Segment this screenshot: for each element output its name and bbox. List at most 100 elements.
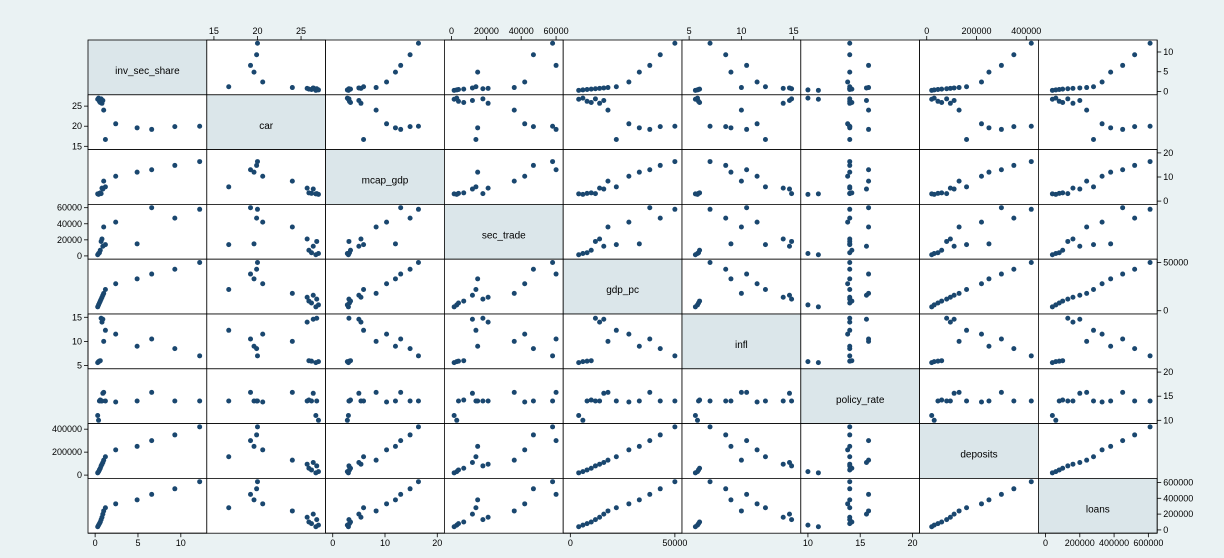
data-point (373, 85, 379, 91)
data-point (1147, 424, 1153, 430)
data-point (723, 124, 729, 130)
data-point (647, 389, 653, 395)
data-point (475, 497, 481, 503)
data-point (815, 470, 821, 476)
data-point (172, 486, 178, 492)
data-point (964, 84, 970, 90)
data-point (407, 346, 413, 352)
data-point (786, 390, 792, 396)
data-point (113, 501, 119, 507)
y-tick-label: 15 (1163, 391, 1173, 401)
data-point (197, 398, 203, 404)
data-point (605, 107, 611, 113)
data-point (939, 358, 945, 364)
data-point (485, 185, 491, 191)
data-point (480, 463, 486, 469)
data-point (986, 276, 992, 282)
data-point (348, 358, 354, 364)
data-point (485, 100, 491, 106)
data-point (455, 467, 461, 473)
data-point (986, 125, 992, 131)
data-point (697, 298, 703, 304)
data-point (356, 97, 362, 103)
data-point (553, 491, 559, 497)
scatter-panel (443, 39, 564, 96)
x-tick-label: 60000 (544, 26, 569, 36)
data-point (947, 294, 953, 300)
scatter-panel (87, 313, 208, 370)
y-tick-label: 20 (72, 121, 82, 131)
data-point (866, 85, 872, 91)
data-point (657, 52, 663, 58)
data-point (407, 398, 413, 404)
data-point (226, 398, 232, 404)
data-point (1011, 162, 1017, 168)
data-point (254, 40, 260, 46)
data-point (951, 292, 957, 298)
data-point (866, 178, 872, 184)
scatter-panel (562, 368, 683, 424)
data-point (511, 508, 517, 514)
data-point (847, 206, 853, 212)
data-point (197, 479, 203, 485)
data-point (944, 398, 950, 404)
data-point (939, 247, 945, 253)
data-point (1011, 215, 1017, 221)
data-point (738, 290, 744, 296)
data-point (815, 252, 821, 258)
data-point (944, 296, 950, 302)
data-point (1147, 206, 1153, 212)
variable-label-infl: infl (735, 340, 748, 351)
data-point (356, 85, 362, 91)
data-point (762, 454, 768, 460)
data-point (986, 343, 992, 349)
data-point (935, 250, 941, 256)
data-point (254, 432, 260, 438)
data-point (597, 185, 603, 191)
data-point (511, 389, 517, 395)
data-point (939, 397, 945, 403)
data-point (939, 86, 945, 92)
scatter-panel (919, 258, 1039, 315)
data-point (1108, 398, 1114, 404)
scatter-panel (800, 94, 920, 151)
data-point (1099, 447, 1105, 453)
data-point (931, 191, 937, 197)
data-point (707, 398, 713, 404)
data-point (455, 87, 461, 93)
data-point (226, 327, 232, 333)
data-point (707, 206, 713, 212)
data-point (847, 162, 853, 168)
y-tick-label: 0 (77, 251, 82, 261)
variable-label-deposits: deposits (960, 450, 997, 461)
data-point (254, 206, 260, 212)
data-point (1099, 331, 1105, 337)
data-point (1011, 486, 1017, 492)
data-point (384, 501, 390, 507)
data-point (248, 167, 254, 173)
data-point (636, 241, 642, 247)
x-tick-label: 10 (176, 538, 186, 548)
data-point (738, 85, 744, 91)
scatter-panel (681, 258, 802, 315)
data-point (613, 398, 619, 404)
data-point (636, 398, 642, 404)
data-point (605, 85, 611, 91)
data-point (473, 84, 479, 90)
data-point (805, 522, 811, 528)
data-point (99, 236, 105, 242)
data-point (480, 86, 486, 92)
data-point (1011, 266, 1017, 272)
data-point (847, 266, 853, 272)
data-point (398, 62, 404, 68)
data-point (475, 276, 481, 282)
data-point (847, 184, 853, 190)
data-point (314, 238, 320, 244)
data-point (485, 398, 491, 404)
data-point (956, 178, 962, 184)
data-point (197, 424, 203, 430)
data-point (1060, 100, 1066, 106)
data-point (1099, 399, 1105, 405)
data-point (254, 259, 260, 265)
data-point (1091, 84, 1097, 90)
